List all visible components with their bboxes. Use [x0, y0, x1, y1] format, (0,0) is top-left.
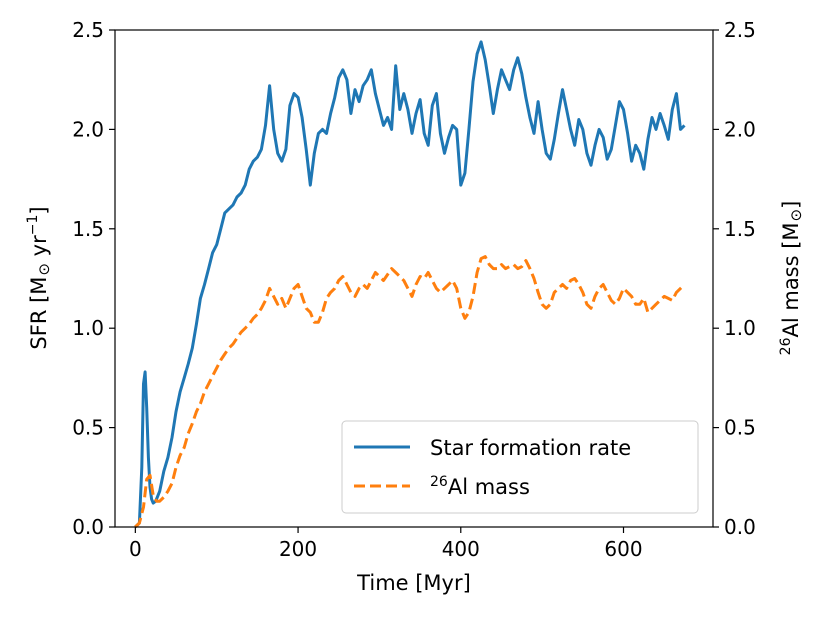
y-tick-label-left: 1.0	[72, 316, 104, 340]
sun-symbol-right: ⊙	[787, 209, 805, 222]
y-tick-label-left: 1.5	[72, 217, 104, 241]
y-axis-label-left: SFR [M⊙ yr−1]	[25, 206, 53, 349]
y-tick-label-right: 0.0	[724, 515, 756, 539]
y-tick-label-right: 2.5	[724, 18, 756, 42]
y-tick-label-left: 2.5	[72, 18, 104, 42]
x-tick-label: 600	[604, 537, 642, 561]
x-tick-label: 400	[442, 537, 480, 561]
plot-frame	[114, 29, 714, 528]
legend-box	[341, 420, 699, 514]
y-tick-label-left: 2.0	[72, 117, 104, 141]
series-line-sfr	[134, 40, 686, 529]
y-tick-label-left: 0.0	[72, 515, 104, 539]
y-axis-label-right: 26Al mass [M⊙]	[778, 201, 805, 356]
legend-label-sfr: Star formation rate	[430, 436, 631, 460]
x-tick-label: 200	[279, 537, 317, 561]
y-tick-label-right: 1.5	[724, 217, 756, 241]
series-layer	[134, 40, 686, 529]
x-tick-label: 0	[129, 537, 142, 561]
sun-symbol-left: ⊙	[35, 263, 53, 276]
series-line-al26	[134, 255, 686, 529]
y-tick-label-right: 1.0	[724, 316, 756, 340]
y-tick-label-left: 0.5	[72, 416, 104, 440]
legend-label-al26: 26Al mass	[430, 474, 530, 499]
legend: Star formation rate 26Al mass	[341, 420, 699, 514]
y-tick-label-right: 0.5	[724, 416, 756, 440]
axis-layer: 0 200 400 600 0.0 0.0 0.5 0.5 1.0 1.0 1.5 1.5 2.0 2.0…	[72, 18, 756, 561]
y-tick-label-right: 2.0	[724, 117, 756, 141]
x-axis-label: Time [Myr]	[356, 571, 471, 595]
